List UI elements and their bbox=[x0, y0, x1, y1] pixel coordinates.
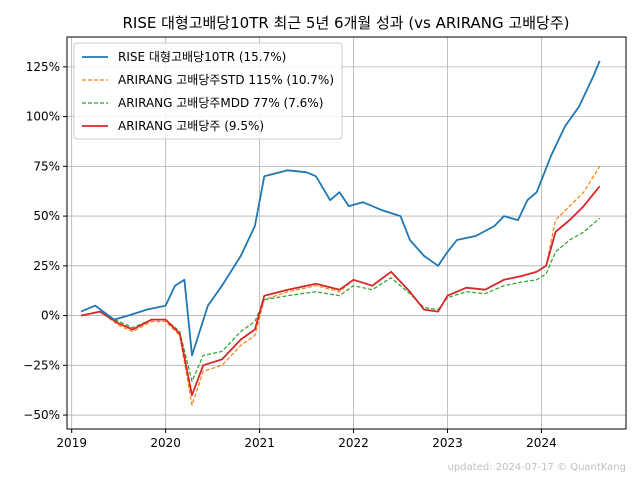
grid-lines bbox=[67, 37, 626, 429]
series-line-1 bbox=[80, 165, 601, 406]
x-tick-label: 2020 bbox=[150, 436, 181, 450]
y-tick-label: −50% bbox=[23, 408, 60, 422]
legend-label: ARIRANG 고배당주MDD 77% (7.6%) bbox=[118, 96, 323, 110]
y-tick-label: 50% bbox=[33, 209, 60, 223]
x-tick-label: 2022 bbox=[338, 436, 369, 450]
series-line-0 bbox=[80, 60, 601, 357]
legend-label: RISE 대형고배당10TR (15.7%) bbox=[118, 50, 286, 64]
y-tick-label: 125% bbox=[26, 60, 60, 74]
x-tick-label: 2023 bbox=[432, 436, 463, 450]
y-axis-ticks: −50% −25% 0% 25% 50% 75% 100% 125% bbox=[23, 60, 67, 422]
x-tick-label: 2019 bbox=[56, 436, 87, 450]
y-tick-label: −25% bbox=[23, 358, 60, 372]
x-tick-label: 2021 bbox=[244, 436, 275, 450]
plot-frame bbox=[66, 36, 627, 430]
legend-label: ARIRANG 고배당주 (9.5%) bbox=[118, 119, 264, 133]
series-line-2 bbox=[80, 217, 601, 382]
y-tick-label: 75% bbox=[33, 159, 60, 173]
x-tick-label: 2024 bbox=[526, 436, 557, 450]
series-line-3 bbox=[80, 185, 601, 397]
legend-label: ARIRANG 고배당주STD 115% (10.7%) bbox=[118, 73, 334, 87]
x-axis-ticks: 2019 2020 2021 2022 2023 2024 bbox=[56, 429, 557, 450]
y-tick-label: 0% bbox=[41, 309, 60, 323]
chart-title: RISE 대형고배당10TR 최근 5년 6개월 성과 (vs ARIRANG … bbox=[123, 14, 570, 32]
y-tick-label: 25% bbox=[33, 259, 60, 273]
series-lines bbox=[80, 60, 601, 406]
footer-text: updated: 2024-07-17 © QuantKang bbox=[448, 462, 626, 473]
legend-box bbox=[73, 42, 343, 140]
y-tick-label: 100% bbox=[26, 110, 60, 124]
legend: RISE 대형고배당10TR (15.7%) ARIRANG 고배당주STD 11… bbox=[73, 42, 343, 140]
